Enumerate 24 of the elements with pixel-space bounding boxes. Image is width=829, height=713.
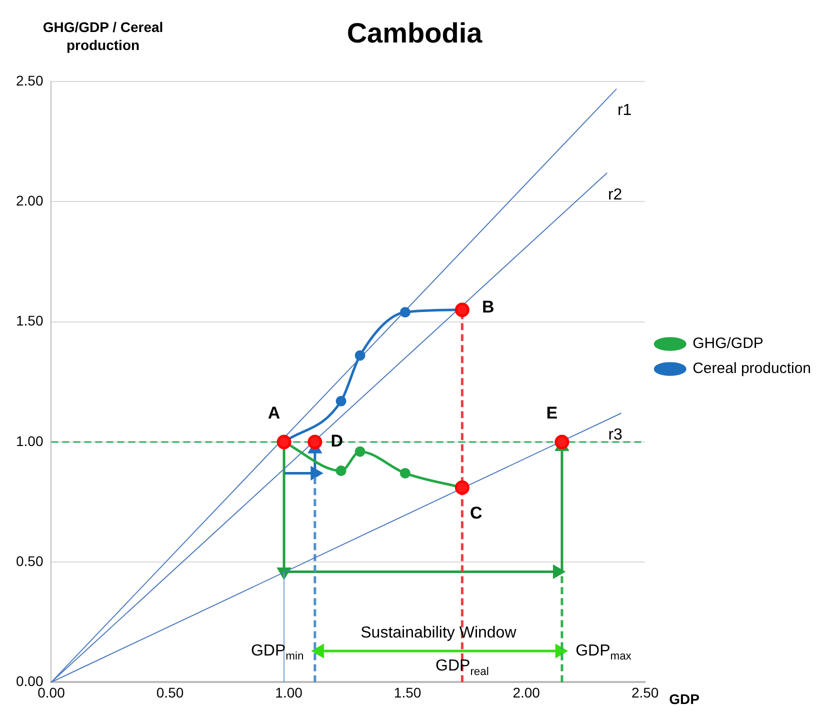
y-tick-label: 0.50 — [16, 552, 44, 569]
legend-label: Cereal production — [692, 360, 812, 378]
y-tick-label: 1.00 — [16, 432, 44, 449]
y-tick-label: 2.00 — [16, 192, 44, 209]
annotation: Sustainability Window — [360, 624, 517, 642]
x-tick-label: 1.50 — [394, 684, 422, 700]
annotation: B — [482, 298, 494, 317]
annotation: r1 — [617, 102, 632, 120]
x-tick-label: 2.00 — [512, 684, 540, 700]
x-tick-label: 0.50 — [156, 684, 184, 700]
annotation: C — [470, 503, 482, 522]
annotation: D — [330, 432, 344, 451]
y-tick-label: 1.50 — [16, 312, 44, 329]
legend-label: GHG/GDP — [692, 335, 764, 352]
annotation: E — [546, 404, 558, 423]
x-axis-title: GDP — [669, 691, 700, 708]
chart-title: Cambodia — [346, 18, 483, 49]
x-tick-label: 2.50 — [631, 684, 659, 700]
x-tick-label: 1.00 — [275, 684, 303, 700]
annotation: A — [268, 404, 280, 423]
y-tick-label: 2.50 — [16, 72, 44, 88]
annotation: r3 — [608, 426, 623, 444]
y-axis-title: GHG/GDP / Cereal production — [42, 18, 164, 53]
annotation: r2 — [608, 186, 622, 204]
